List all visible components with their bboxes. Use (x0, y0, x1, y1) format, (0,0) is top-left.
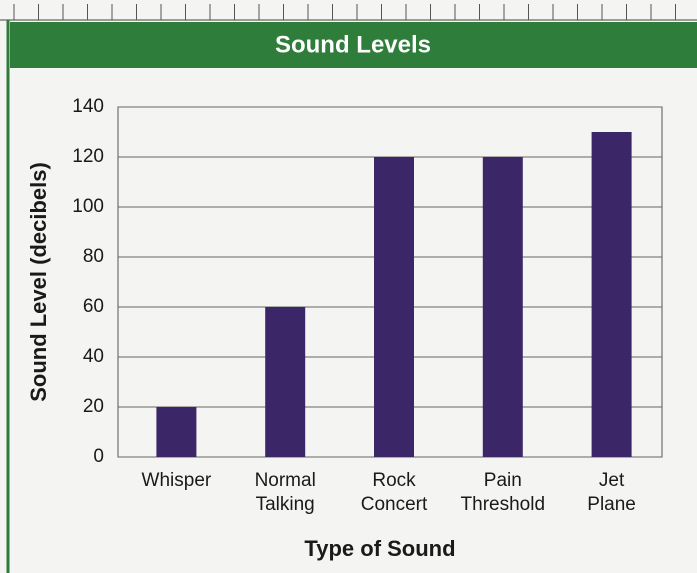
x-tick-label: Rock Concert (360, 470, 428, 515)
bar (156, 407, 197, 457)
y-tick-label: 20 (83, 396, 104, 417)
x-tick-label: Jet Plane (587, 470, 636, 515)
y-tick-label: 140 (72, 96, 104, 117)
title-bar (10, 22, 697, 68)
y-tick-label: 60 (83, 296, 104, 317)
bar (265, 307, 306, 457)
x-tick-label: Normal Talking (254, 470, 316, 515)
y-axis-title: Sound Level (decibels) (26, 162, 51, 402)
x-axis-title: Type of Sound (304, 536, 455, 561)
bar (591, 132, 632, 457)
x-tick-label: Pain Threshold (460, 470, 546, 515)
ruler-decoration (0, 19, 697, 573)
bar (374, 157, 414, 457)
ruler-ticks (13, 4, 676, 20)
y-tick-label: 40 (83, 346, 104, 367)
y-tick-label: 120 (72, 146, 104, 167)
x-tick-label: Whisper (141, 470, 212, 491)
bar (482, 157, 523, 457)
y-tick-label: 80 (83, 246, 104, 267)
y-tick-label: 100 (72, 196, 104, 217)
y-tick-label: 0 (93, 446, 104, 467)
chart-title: Sound Levels (275, 31, 431, 58)
